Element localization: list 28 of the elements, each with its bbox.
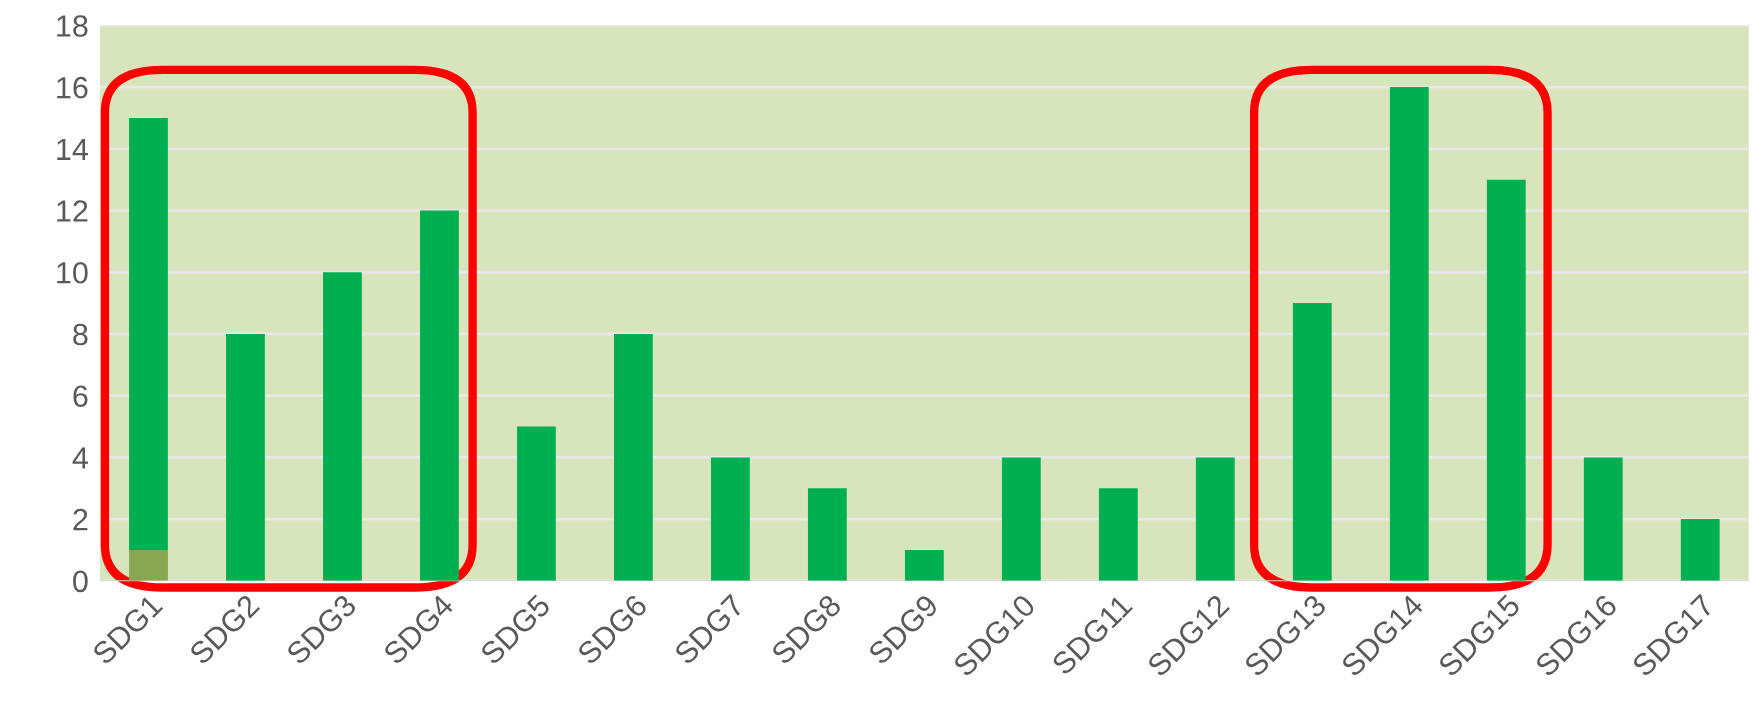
bar: [1195, 457, 1235, 581]
bar: [614, 333, 653, 581]
y-tick-label: 10: [57, 261, 88, 284]
bar: [807, 488, 847, 581]
y-tick-label: 0: [73, 570, 88, 593]
y-tick-label: 6: [73, 385, 88, 408]
bar: [1680, 519, 1720, 581]
bar: [904, 549, 944, 581]
y-tick-label: 12: [57, 200, 88, 222]
bar: [323, 272, 362, 581]
bar: [1486, 179, 1526, 581]
bar: [129, 549, 168, 581]
bar: [710, 457, 750, 581]
bar: [1001, 457, 1041, 581]
y-tick-label: 16: [57, 76, 88, 99]
bar: [1389, 87, 1429, 581]
bar: [1292, 303, 1332, 581]
bar: [226, 333, 265, 581]
y-tick-label: 2: [73, 508, 88, 531]
bar: [1098, 488, 1138, 581]
bar: [129, 117, 168, 550]
bar: [1583, 457, 1623, 581]
y-tick-label: 8: [73, 323, 88, 346]
bar: [517, 426, 556, 581]
bar: [420, 210, 459, 581]
y-tick-label: 14: [57, 138, 88, 160]
y-tick-label: 18: [57, 15, 88, 37]
y-tick-label: 4: [72, 447, 88, 469]
